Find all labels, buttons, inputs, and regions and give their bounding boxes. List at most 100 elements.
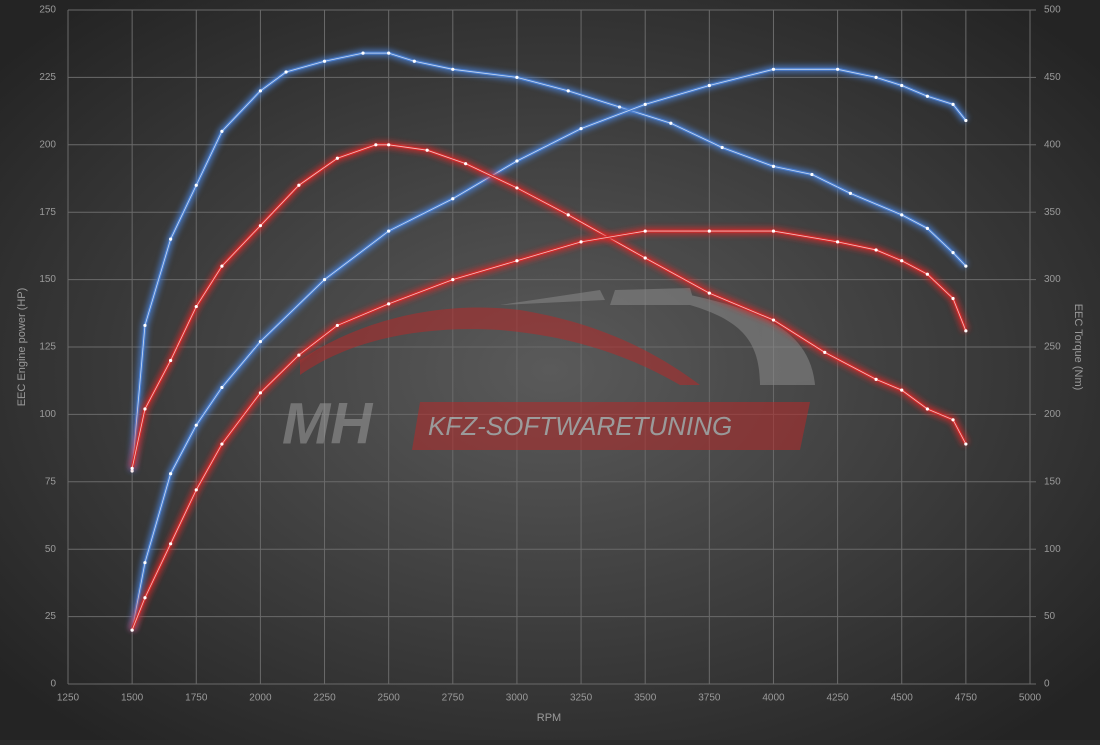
point [451,278,455,282]
point [964,329,968,333]
point [361,51,365,55]
point [464,162,468,166]
point [515,75,519,79]
y2-tick-label: 50 [1044,611,1056,622]
y-tick-label: 100 [39,409,56,420]
point [258,391,262,395]
y2-tick-label: 250 [1044,342,1061,353]
car-roof [500,288,815,385]
x-tick-label: 3000 [506,693,529,704]
x-tick-label: 5000 [1019,693,1042,704]
point [951,251,955,255]
point [566,89,570,93]
point [194,304,198,309]
point [925,226,929,230]
point [579,127,583,131]
point [720,145,724,150]
banner [412,402,810,450]
y-tick-label: 0 [50,679,56,690]
point [220,385,224,390]
point [964,264,968,268]
x-tick-label: 1250 [57,693,80,704]
point [412,59,416,63]
point [143,596,147,600]
point [374,143,378,147]
point [387,302,391,306]
point [143,323,147,328]
x-tick-label: 2250 [313,693,336,704]
point [836,67,840,71]
car-shape [300,307,700,385]
x-tick-label: 2000 [249,693,272,704]
point [335,323,339,328]
point [823,350,827,354]
point [220,442,224,446]
x-tick-label: 2750 [442,693,465,704]
point [848,191,853,195]
y2-tick-label: 500 [1044,5,1061,16]
point [643,256,647,260]
x-tick-label: 1750 [185,693,208,704]
point [771,67,776,71]
point [515,186,519,190]
point [451,197,455,201]
y-tick-label: 225 [39,72,56,83]
point [951,296,955,301]
point [707,291,711,295]
x-axis-label: RPM [537,712,561,724]
y-tick-label: 75 [45,476,57,487]
point [425,148,429,152]
point [220,264,224,268]
point [579,240,583,244]
point [169,472,173,476]
point [925,272,929,276]
y-tick-label: 250 [39,5,56,16]
y-tick-label: 175 [39,207,56,218]
point [900,259,904,263]
point [194,488,198,492]
point [707,229,711,233]
point [900,388,904,392]
y-tick-label: 50 [45,544,57,555]
x-tick-label: 4250 [826,693,849,704]
x-tick-label: 3250 [570,693,593,704]
point [669,121,673,125]
point [617,105,622,109]
y2-axis-label: EEC Torque (Nm) [1072,304,1084,391]
point [874,377,878,381]
y2-tick-label: 0 [1044,679,1050,690]
point [387,143,391,147]
point [169,542,173,546]
watermark: MH KFZ-SOFTWARETUNING [282,288,815,456]
point [143,407,147,411]
point [258,224,262,228]
point [194,183,198,187]
y2-tick-label: 450 [1044,72,1061,83]
point [130,466,134,470]
point [771,164,776,168]
x-tick-label: 3750 [698,693,721,704]
point [964,442,968,446]
point [297,353,301,357]
point [258,89,262,93]
point [130,469,134,473]
x-tick-label: 4000 [762,693,785,704]
point [515,259,519,263]
y2-tick-label: 400 [1044,139,1061,150]
watermark-text: KFZ-SOFTWARETUNING [428,411,732,441]
point [810,172,814,177]
point [771,229,776,233]
point [874,248,878,252]
point [143,561,147,565]
point [220,129,224,133]
x-tick-label: 4500 [891,693,914,704]
point [387,229,391,233]
x-tick-label: 4750 [955,693,978,704]
point [771,318,776,322]
point [451,67,455,71]
point [297,183,301,187]
y2-tick-label: 100 [1044,544,1061,555]
point [951,418,955,422]
point [335,156,339,160]
